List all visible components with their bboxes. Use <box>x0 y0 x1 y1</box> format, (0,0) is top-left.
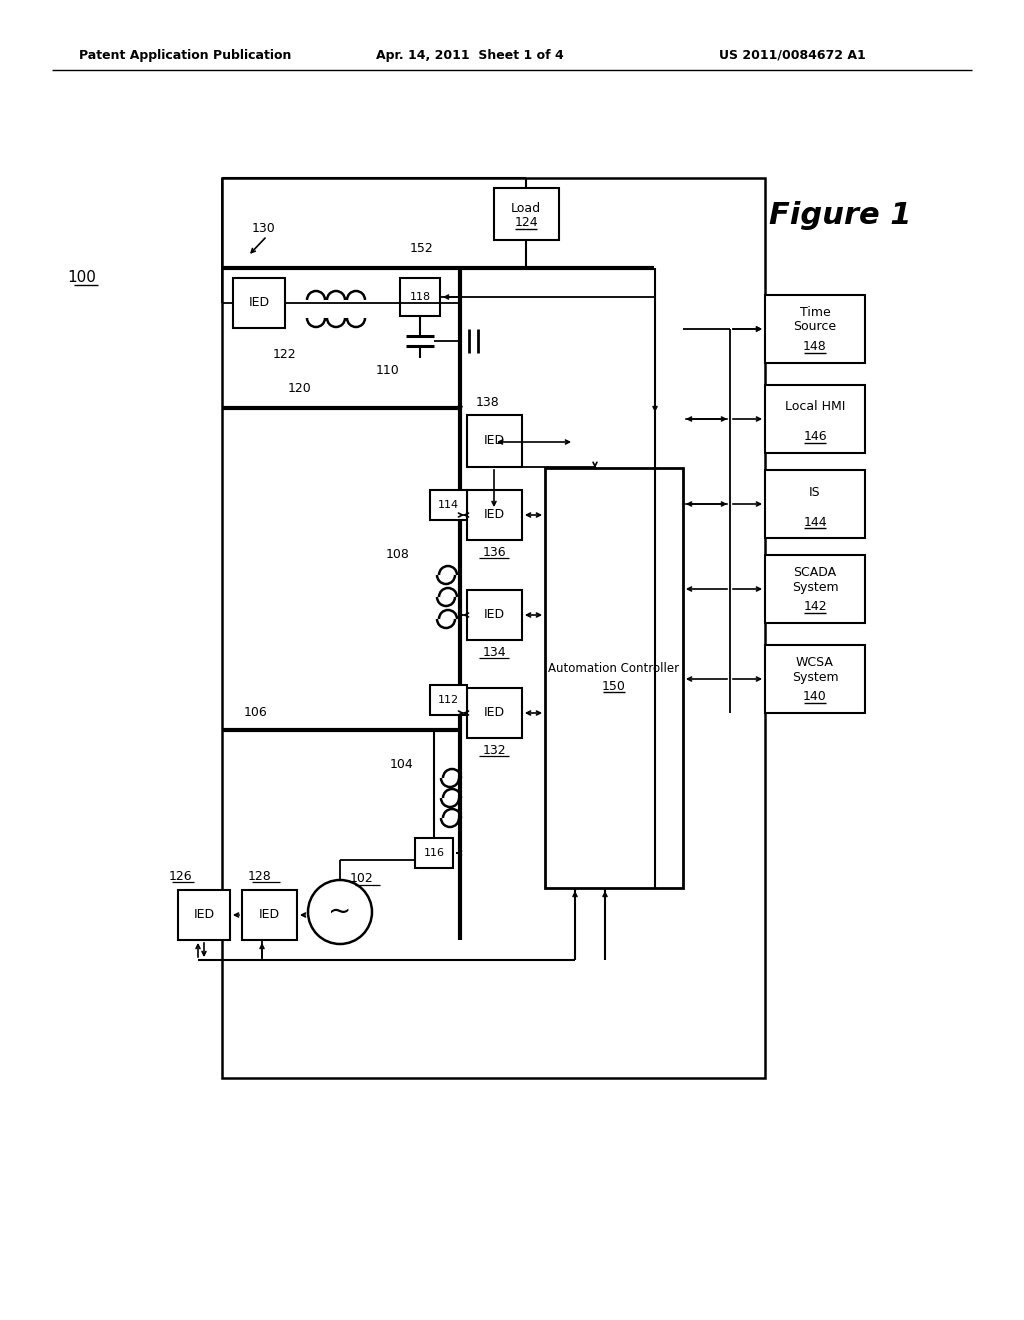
Text: Local HMI: Local HMI <box>784 400 845 413</box>
Text: IED: IED <box>259 908 280 921</box>
Text: 110: 110 <box>376 363 400 376</box>
Bar <box>545 469 683 888</box>
Text: Figure 1: Figure 1 <box>769 201 911 230</box>
Text: 144: 144 <box>803 516 826 528</box>
Bar <box>233 279 285 327</box>
Text: 126: 126 <box>168 870 191 883</box>
Bar <box>415 838 453 869</box>
Bar <box>430 490 467 520</box>
Bar <box>765 554 865 623</box>
Text: 138: 138 <box>476 396 500 408</box>
Bar <box>430 685 467 715</box>
Text: 116: 116 <box>424 847 444 858</box>
Text: 104: 104 <box>390 759 414 771</box>
Bar <box>467 590 522 640</box>
Text: Load: Load <box>511 202 541 214</box>
Text: 100: 100 <box>68 271 96 285</box>
Text: 134: 134 <box>482 645 506 659</box>
Bar <box>178 890 230 940</box>
Text: 106: 106 <box>244 706 268 719</box>
Text: WCSA: WCSA <box>796 656 834 669</box>
Text: System: System <box>792 581 839 594</box>
Text: 120: 120 <box>288 381 312 395</box>
Text: 118: 118 <box>410 292 430 302</box>
Bar <box>467 490 522 540</box>
Bar <box>494 187 559 240</box>
Text: IED: IED <box>484 706 505 719</box>
Text: 136: 136 <box>482 545 506 558</box>
Bar <box>222 178 765 1078</box>
Text: IED: IED <box>249 297 269 309</box>
Text: 124: 124 <box>514 216 538 230</box>
Bar <box>400 279 440 315</box>
Text: Automation Controller: Automation Controller <box>549 661 680 675</box>
Text: Source: Source <box>794 321 837 334</box>
Text: 128: 128 <box>248 870 272 883</box>
Text: IED: IED <box>484 609 505 622</box>
Text: 114: 114 <box>437 500 459 510</box>
Text: 140: 140 <box>803 690 826 704</box>
Text: Patent Application Publication: Patent Application Publication <box>79 49 291 62</box>
Bar <box>242 890 297 940</box>
Text: SCADA: SCADA <box>794 566 837 579</box>
Text: 108: 108 <box>386 549 410 561</box>
Text: IED: IED <box>484 434 505 447</box>
Text: 152: 152 <box>411 242 434 255</box>
Text: IED: IED <box>484 508 505 521</box>
Bar <box>467 414 522 467</box>
Text: 112: 112 <box>437 696 459 705</box>
Text: 148: 148 <box>803 341 826 354</box>
Text: 146: 146 <box>803 430 826 444</box>
Text: 130: 130 <box>252 222 275 235</box>
Bar <box>765 470 865 539</box>
Text: Time: Time <box>800 306 830 319</box>
Bar <box>467 688 522 738</box>
Text: 122: 122 <box>272 348 296 362</box>
Text: 150: 150 <box>602 680 626 693</box>
Text: ~: ~ <box>329 898 351 927</box>
Bar <box>765 294 865 363</box>
Text: US 2011/0084672 A1: US 2011/0084672 A1 <box>719 49 865 62</box>
Text: System: System <box>792 671 839 684</box>
Text: 102: 102 <box>350 871 374 884</box>
Text: IS: IS <box>809 486 821 499</box>
Bar <box>765 385 865 453</box>
Bar <box>765 645 865 713</box>
Text: Apr. 14, 2011  Sheet 1 of 4: Apr. 14, 2011 Sheet 1 of 4 <box>376 49 564 62</box>
Text: 142: 142 <box>803 601 826 614</box>
Text: IED: IED <box>194 908 215 921</box>
Text: 132: 132 <box>482 743 506 756</box>
